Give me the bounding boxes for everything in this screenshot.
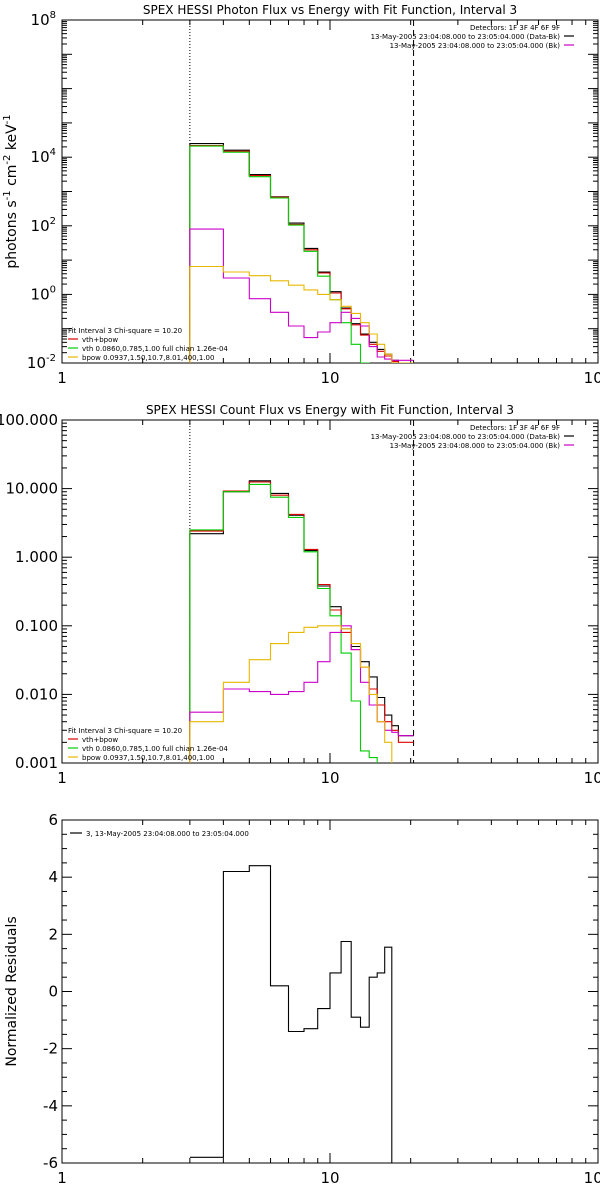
y-tick-base: 10 bbox=[31, 217, 50, 235]
y-axis-label-part: keV bbox=[4, 124, 20, 155]
y-tick-label: -6 bbox=[43, 1154, 58, 1172]
y-axis-label-part: cm bbox=[4, 165, 20, 191]
legend-bottom-text: bpow 0.0937,1.50,10.7,8.01,400,1.00 bbox=[82, 754, 214, 762]
chart-panel-2: SPEX HESSI Count Flux vs Energy with Fit… bbox=[0, 403, 600, 787]
legend-top-text: Detectors: 1F 3F 4F 6F 9F bbox=[470, 424, 560, 432]
y-tick-label: 100 bbox=[31, 284, 56, 303]
chart-panel-3: 1 10 100 -6 -4 -2 0 2 4 6 Normalized Residuals 3, 1… bbox=[4, 811, 600, 1187]
series-line-5 bbox=[189, 625, 393, 763]
legend-bottom-text: Fit Interval 3 Chi-square = 10.20 bbox=[68, 727, 182, 735]
y-tick-exponent: -2 bbox=[46, 353, 56, 364]
x-tick-label: 100 bbox=[584, 1169, 600, 1187]
y-tick-label: 0 bbox=[48, 983, 58, 1001]
y-tick-base: 10 bbox=[31, 11, 50, 29]
y-tick-label: 2 bbox=[48, 925, 58, 943]
x-tick-label: 1 bbox=[57, 369, 67, 387]
y-tick-label: 0.100 bbox=[15, 617, 58, 635]
y-axis-label-exponent: -1 bbox=[2, 114, 13, 124]
y-axis-label-part: photons s bbox=[4, 200, 20, 268]
x-tick-label: 1 bbox=[57, 769, 67, 787]
legend-bottom-text: bpow 0.0937,1.50,10.7,8.01,400,1.00 bbox=[82, 354, 214, 362]
y-tick-label: 6 bbox=[48, 811, 58, 829]
y-tick-label: 0.001 bbox=[15, 754, 58, 772]
y-axis-label: Normalized Residuals bbox=[4, 916, 20, 1066]
legend-top-text: 13-May-2005 23:04:08.000 to 23:05:04.000… bbox=[390, 42, 561, 50]
y-axis-label: photons s-1 cm-2 keV-1 bbox=[2, 114, 20, 268]
series-group bbox=[189, 143, 414, 363]
legend-bottom-text: vth+bpow bbox=[82, 336, 118, 344]
y-tick-label: 108 bbox=[31, 10, 56, 29]
y-tick-exponent: 0 bbox=[50, 284, 56, 295]
series-group bbox=[189, 480, 414, 763]
series-line-3 bbox=[189, 145, 370, 363]
x-tick-label: 10 bbox=[320, 769, 339, 787]
legend-top-text: 13-May-2005 23:04:08.000 to 23:05:04.000… bbox=[371, 433, 561, 441]
y-tick-base: 10 bbox=[27, 354, 46, 372]
series-line-2 bbox=[189, 481, 414, 763]
series-group bbox=[189, 865, 399, 1163]
x-tick-label: 10 bbox=[320, 1169, 339, 1187]
y-tick-label: -2 bbox=[43, 1040, 58, 1058]
legend-bottom-text: vth 0.0860,0.785,1.00 full chian 1.26e-0… bbox=[82, 745, 228, 753]
y-tick-label: 10.000 bbox=[6, 480, 59, 498]
y-tick-exponent: 8 bbox=[50, 10, 56, 21]
x-tick-label: 10 bbox=[320, 369, 339, 387]
y-tick-label: 4 bbox=[48, 868, 58, 886]
y-tick-label: 10-2 bbox=[27, 353, 56, 372]
legend-top-text: 13-May-2005 23:04:08.000 to 23:05:04.000… bbox=[390, 442, 561, 450]
y-tick-label: 104 bbox=[31, 147, 56, 166]
series-line-4 bbox=[189, 228, 414, 363]
legend-text: 3, 13-May-2005 23:04:08.000 to 23:05:04.… bbox=[86, 830, 249, 838]
legend-bottom-text: vth+bpow bbox=[82, 736, 118, 744]
y-tick-label: 0.010 bbox=[15, 685, 58, 703]
series-line-1 bbox=[189, 865, 399, 1163]
x-tick-label: 100 bbox=[584, 369, 600, 387]
series-line-5 bbox=[189, 265, 414, 363]
y-tick-label: 102 bbox=[31, 216, 56, 235]
chart-panel-1: SPEX HESSI Photon Flux vs Energy with Fi… bbox=[2, 3, 600, 387]
y-tick-label: 1.000 bbox=[15, 548, 58, 566]
x-tick-label: 1 bbox=[57, 1169, 67, 1187]
y-axis-label-exponent: -1 bbox=[2, 190, 13, 200]
legend-bottom-text: vth 0.0860,0.785,1.00 full chian 1.26e-0… bbox=[82, 345, 228, 353]
y-tick-label: -4 bbox=[43, 1097, 58, 1115]
y-tick-base: 10 bbox=[31, 148, 50, 166]
y-axis-label-exponent: -2 bbox=[2, 155, 13, 165]
legend-top-text: Detectors: 1F 3F 4F 6F 9F bbox=[470, 24, 560, 32]
y-tick-base: 10 bbox=[31, 285, 50, 303]
y-tick-label: 100.000 bbox=[0, 411, 58, 429]
chart-title: SPEX HESSI Count Flux vs Energy with Fit… bbox=[146, 403, 514, 417]
legend-top-text: 13-May-2005 23:04:08.000 to 23:05:04.000… bbox=[371, 33, 561, 41]
x-tick-label: 100 bbox=[584, 769, 600, 787]
plot-frame bbox=[61, 19, 599, 364]
legend-bottom-text: Fit Interval 3 Chi-square = 10.20 bbox=[68, 327, 182, 335]
y-tick-exponent: 2 bbox=[50, 216, 56, 227]
y-tick-exponent: 4 bbox=[50, 147, 56, 158]
chart-title: SPEX HESSI Photon Flux vs Energy with Fi… bbox=[143, 3, 517, 17]
series-line-3 bbox=[189, 483, 378, 763]
